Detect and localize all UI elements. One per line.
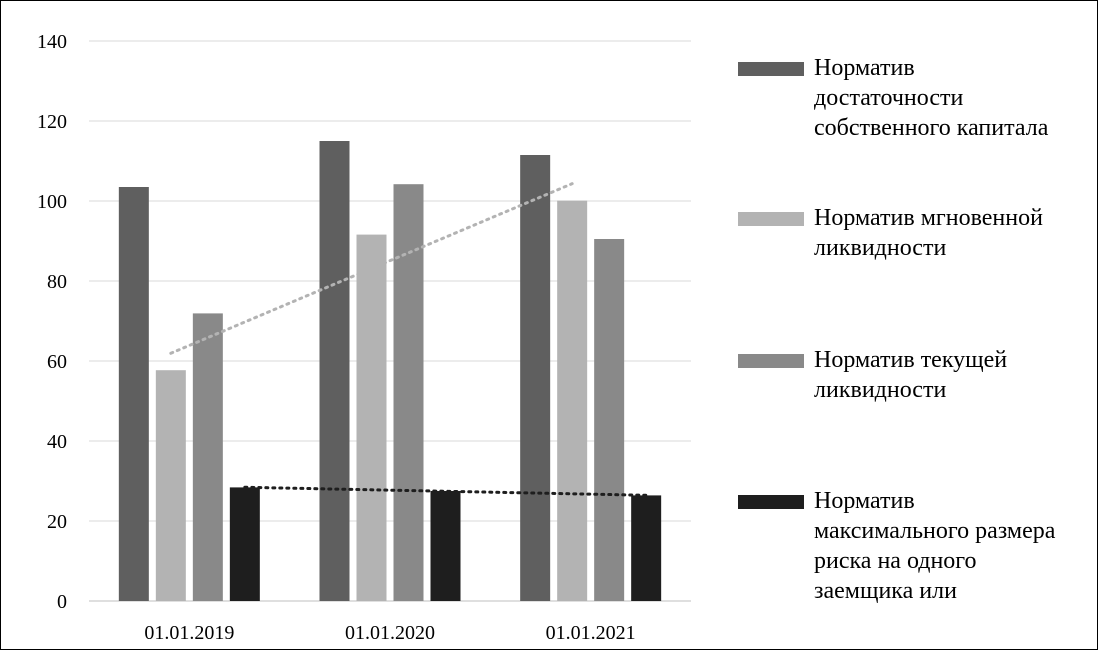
legend-label: Норматив мгновенной ликвидности [814, 205, 1043, 261]
bar [229, 487, 260, 601]
y-tick-label: 100 [37, 191, 67, 213]
bar [155, 370, 186, 601]
legend-label: Норматив текущей ликвидности [814, 347, 1008, 403]
legend-label: Норматив достаточности собственного капи… [814, 55, 1049, 141]
x-tick-label: 01.01.2020 [345, 622, 435, 644]
legend-label: Норматив максимального размера риска на … [814, 488, 1056, 604]
bar [356, 234, 387, 601]
y-tick-label: 20 [47, 511, 67, 533]
legend-swatch [738, 62, 804, 76]
y-tick-label: 120 [37, 111, 67, 133]
bar [192, 313, 223, 601]
legend-swatch [738, 212, 804, 226]
x-tick-label: 01.01.2019 [144, 622, 234, 644]
y-tick-label: 40 [47, 431, 67, 453]
legend-item-instant-liquidity: Норматив мгновенной ликвидности [738, 203, 1064, 263]
bar [430, 491, 461, 601]
y-tick-label: 80 [47, 271, 67, 293]
legend-swatch [738, 354, 804, 368]
y-tick-label: 140 [37, 31, 67, 53]
bar [631, 495, 662, 601]
legend-item-capital-adequacy: Норматив достаточности собственного капи… [738, 53, 1064, 143]
bar [118, 187, 149, 601]
legend-item-max-risk-per-borrower: Норматив максимального размера риска на … [738, 486, 1064, 606]
trendline [169, 182, 574, 355]
y-tick-label: 60 [47, 351, 67, 373]
bar [557, 200, 588, 601]
legend-item-current-liquidity: Норматив текущей ликвидности [738, 345, 1064, 405]
trendline [243, 485, 648, 497]
bar [594, 239, 625, 601]
bar [520, 155, 551, 601]
bar [393, 184, 424, 601]
y-tick-label: 0 [57, 591, 67, 613]
legend-swatch [738, 495, 804, 509]
bar [319, 141, 350, 601]
x-tick-label: 01.01.2021 [546, 622, 636, 644]
